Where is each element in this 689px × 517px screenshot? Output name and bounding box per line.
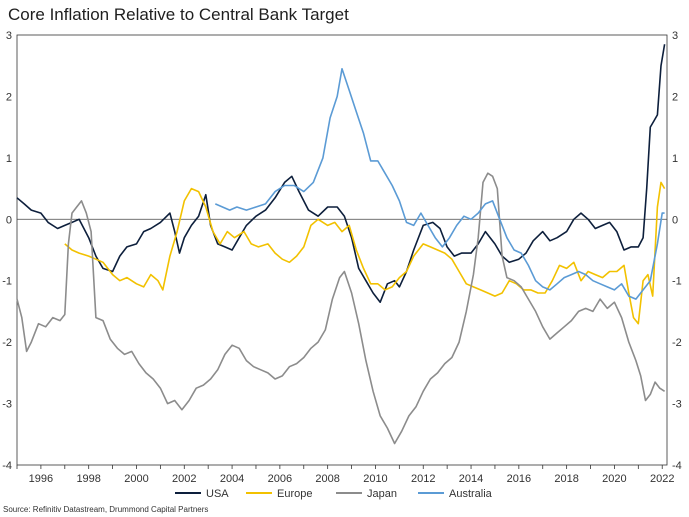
y-tick-label-right: -4: [672, 460, 682, 472]
y-tick-label-left: -3: [2, 399, 12, 411]
y-tick-label-left: -2: [2, 337, 12, 349]
x-tick-label: 2020: [602, 473, 626, 485]
y-tick-label-right: 3: [672, 30, 678, 42]
series-line-europe: [64, 181, 666, 325]
plot-frame: [16, 34, 668, 466]
y-tick-label-left: 1: [6, 153, 12, 165]
x-tick-label: 2000: [124, 473, 148, 485]
y-axis-right: 3 2 1 0 -1 -2 -3 -4: [672, 30, 682, 472]
legend-label-usa: USA: [206, 488, 229, 500]
x-tick-label: 1996: [29, 473, 53, 485]
y-axis-left: 3 2 1 0 -1 -2 -3 -4: [2, 30, 12, 472]
y-tick-label-right: -1: [672, 276, 682, 288]
x-tick-label: 2014: [459, 473, 483, 485]
legend-label-australia: Australia: [449, 488, 493, 500]
y-tick-label-right: 0: [672, 214, 678, 226]
x-tick-label: 2012: [411, 473, 435, 485]
y-tick-label-right: 1: [672, 153, 678, 165]
legend-label-europe: Europe: [277, 488, 312, 500]
x-tick-label: 2010: [363, 473, 387, 485]
x-tick-label: 2016: [507, 473, 531, 485]
source-note: Source: Refinitiv Datastream, Drummond C…: [3, 505, 209, 514]
y-tick-label-left: 2: [6, 91, 12, 103]
x-tick-label: 1998: [76, 473, 100, 485]
series-line-australia: [214, 68, 665, 300]
y-tick-label-left: 3: [6, 30, 12, 42]
series-group: [16, 44, 666, 445]
y-tick-label-right: -3: [672, 399, 682, 411]
legend-label-japan: Japan: [367, 488, 397, 500]
x-tick-label: 2018: [554, 473, 578, 485]
x-tick-label: 2002: [172, 473, 196, 485]
y-tick-label-left: -4: [2, 460, 12, 472]
x-axis: 1996 1998 2000 2002 2004 2006 2008 2010 2012 2014…: [16, 465, 674, 485]
y-tick-label-right: 2: [672, 91, 678, 103]
chart-title: Core Inflation Relative to Central Bank …: [8, 5, 349, 24]
y-tick-label-left: -1: [2, 276, 12, 288]
x-tick-label: 2006: [268, 473, 292, 485]
x-tick-label: 2004: [220, 473, 244, 485]
series-line-japan: [16, 172, 666, 445]
x-tick-label: 2008: [315, 473, 339, 485]
x-tick-label: 2022: [650, 473, 674, 485]
y-tick-label-right: -2: [672, 337, 682, 349]
legend: USA Europe Japan Australia: [175, 488, 493, 500]
series-line-usa: [16, 44, 666, 303]
y-tick-label-left: 0: [6, 214, 12, 226]
